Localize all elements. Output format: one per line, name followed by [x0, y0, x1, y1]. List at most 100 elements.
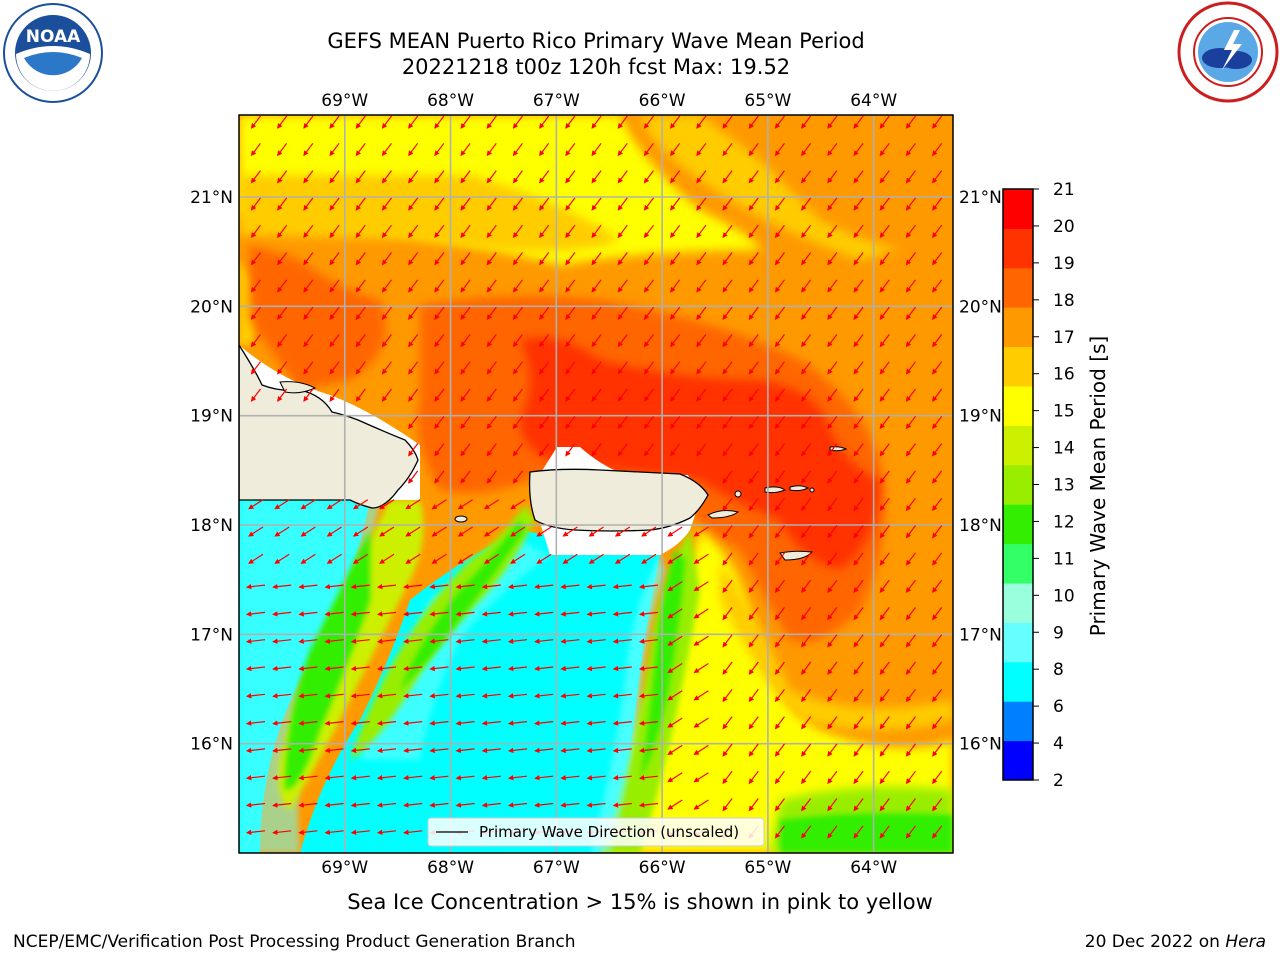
wave-arrow-469 [638, 611, 659, 617]
colorbar-tick-label-3: 8 [1053, 660, 1064, 680]
wave-arrow-165 [329, 279, 340, 293]
wave-arrow-287 [696, 388, 707, 402]
colorbar-tick-label-16: 21 [1053, 180, 1075, 200]
colorbar-tick-label-6: 11 [1053, 549, 1075, 569]
colorbar-tick-label-14: 19 [1053, 254, 1075, 274]
wave-arrow-73 [748, 170, 759, 184]
wave-arrow-230 [617, 334, 628, 348]
wave-arrow-390 [693, 526, 709, 537]
lon-tick-label-bottom-4: 65°W [744, 858, 791, 878]
wave-arrow-177 [643, 279, 654, 293]
wave-arrow-298 [434, 415, 445, 430]
wave-arrow-315 [879, 415, 890, 430]
colorbar-tick-label-0: 2 [1053, 771, 1064, 791]
wave-arrow-239 [853, 334, 864, 348]
wave-arrow-547 [560, 693, 580, 699]
wave-arrow-293 [853, 388, 864, 402]
wave-arrow-500 [748, 634, 759, 648]
wave-arrow-474 [774, 607, 785, 621]
wave-arrow-134 [932, 224, 943, 239]
wave-arrow-505 [879, 634, 890, 648]
wave-arrow-277 [434, 388, 445, 402]
wave-arrow-466 [560, 611, 580, 617]
wave-arrow-4 [355, 115, 366, 129]
wave-arrow-276 [408, 388, 419, 402]
wave-arrow-363 [510, 499, 526, 510]
wave-arrow-693 [853, 825, 864, 839]
wave-arrow-139 [355, 252, 366, 266]
wave-arrow-159 [879, 252, 890, 266]
wave-arrow-125 [696, 224, 707, 239]
wave-arrow-608 [748, 743, 759, 757]
wave-arrow-440 [586, 583, 606, 590]
wave-arrow-215 [932, 306, 943, 320]
wave-arrow-494 [586, 638, 606, 644]
wave-arrow-184 [827, 279, 838, 293]
wave-arrow-481 [245, 638, 266, 644]
colorbar-tick-label-2: 6 [1053, 697, 1064, 717]
wave-arrow-431 [350, 583, 370, 590]
wave-arrow-490 [481, 638, 501, 644]
wave-arrow-118 [512, 224, 523, 239]
wave-arrow-128 [774, 224, 785, 239]
wave-arrow-376 [326, 526, 342, 537]
wave-arrow-308 [696, 415, 707, 430]
wave-arrow-564 [298, 720, 318, 726]
wave-arrow-25 [905, 115, 916, 129]
wave-arrow-600 [534, 747, 554, 754]
wave-arrow-265 [827, 361, 838, 375]
wave-arrow-27 [250, 142, 261, 157]
colorbar-tick-label-8: 13 [1053, 476, 1075, 496]
wave-arrow-59 [381, 170, 392, 184]
wave-arrow-473 [748, 607, 759, 621]
wave-arrow-182 [774, 279, 785, 293]
wave-arrow-161 [932, 252, 943, 266]
wave-arrow-291 [801, 388, 812, 402]
wave-arrow-34 [434, 142, 445, 157]
wave-arrow-142 [434, 252, 445, 266]
wave-arrow-389 [667, 526, 683, 537]
wave-arrow-584 [827, 716, 838, 730]
wave-arrow-560 [905, 688, 916, 703]
footer-date: 20 Dec 2022 on Hera [1085, 932, 1266, 952]
wave-arrow-254 [539, 361, 550, 375]
wave-arrow-311 [774, 415, 785, 430]
wave-arrow-40 [591, 142, 602, 157]
wave-arrow-432 [376, 583, 397, 590]
wave-arrow-371 [905, 497, 916, 512]
wave-arrow-354 [274, 499, 290, 510]
wave-arrow-89 [460, 197, 471, 211]
lon-tick-label-bottom-5: 64°W [850, 858, 897, 878]
footer-machine: Hera [1225, 932, 1266, 952]
wave-arrow-355 [300, 499, 316, 510]
wave-arrow-541 [403, 693, 423, 699]
wave-arrow-572 [507, 720, 528, 726]
wave-arrow-207 [722, 306, 733, 320]
wave-arrow-273 [329, 388, 340, 402]
wave-arrow-213 [879, 306, 890, 320]
wave-arrow-448 [801, 579, 812, 593]
wave-arrow-320 [460, 443, 471, 457]
wave-arrow-32 [381, 142, 392, 157]
wave-arrow-409 [483, 553, 500, 564]
wave-arrow-286 [670, 388, 681, 402]
wave-arrow-509 [272, 665, 292, 672]
wave-arrow-562 [245, 720, 266, 726]
lat-tick-label-right-2: 19°N [959, 407, 1002, 427]
wave-arrow-426 [932, 552, 943, 566]
wave-arrow-88 [434, 197, 445, 211]
wave-arrow-188 [932, 279, 943, 293]
colorbar-segment-11 [1003, 307, 1033, 348]
wave-arrow-14 [617, 115, 628, 129]
colorbar-segment-7 [1003, 464, 1033, 505]
lon-tick-label-top-5: 64°W [850, 91, 897, 111]
wave-arrow-514 [403, 665, 423, 672]
wave-arrow-113 [381, 224, 392, 239]
wave-arrow-456 [298, 611, 318, 617]
wave-arrow-346 [774, 470, 785, 484]
wave-arrow-381 [457, 526, 473, 537]
wave-arrow-179 [696, 279, 707, 293]
lon-tick-label-top-2: 67°W [533, 91, 580, 111]
wave-arrow-458 [350, 611, 370, 617]
